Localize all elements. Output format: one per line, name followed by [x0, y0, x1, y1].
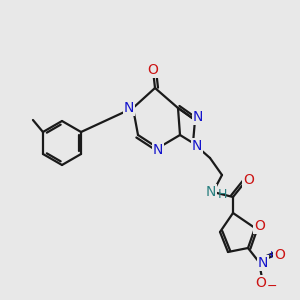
Text: N: N	[258, 256, 268, 270]
Text: N: N	[206, 185, 216, 199]
Text: +: +	[266, 250, 276, 260]
Text: O: O	[274, 248, 285, 262]
Text: O: O	[148, 63, 158, 77]
Text: −: −	[267, 280, 277, 292]
Text: O: O	[256, 276, 266, 290]
Text: O: O	[255, 219, 266, 233]
Text: O: O	[244, 173, 254, 187]
Text: N: N	[192, 139, 202, 153]
Text: N: N	[193, 110, 203, 124]
Text: N: N	[153, 143, 163, 157]
Text: N: N	[124, 101, 134, 115]
Text: H: H	[217, 188, 227, 200]
